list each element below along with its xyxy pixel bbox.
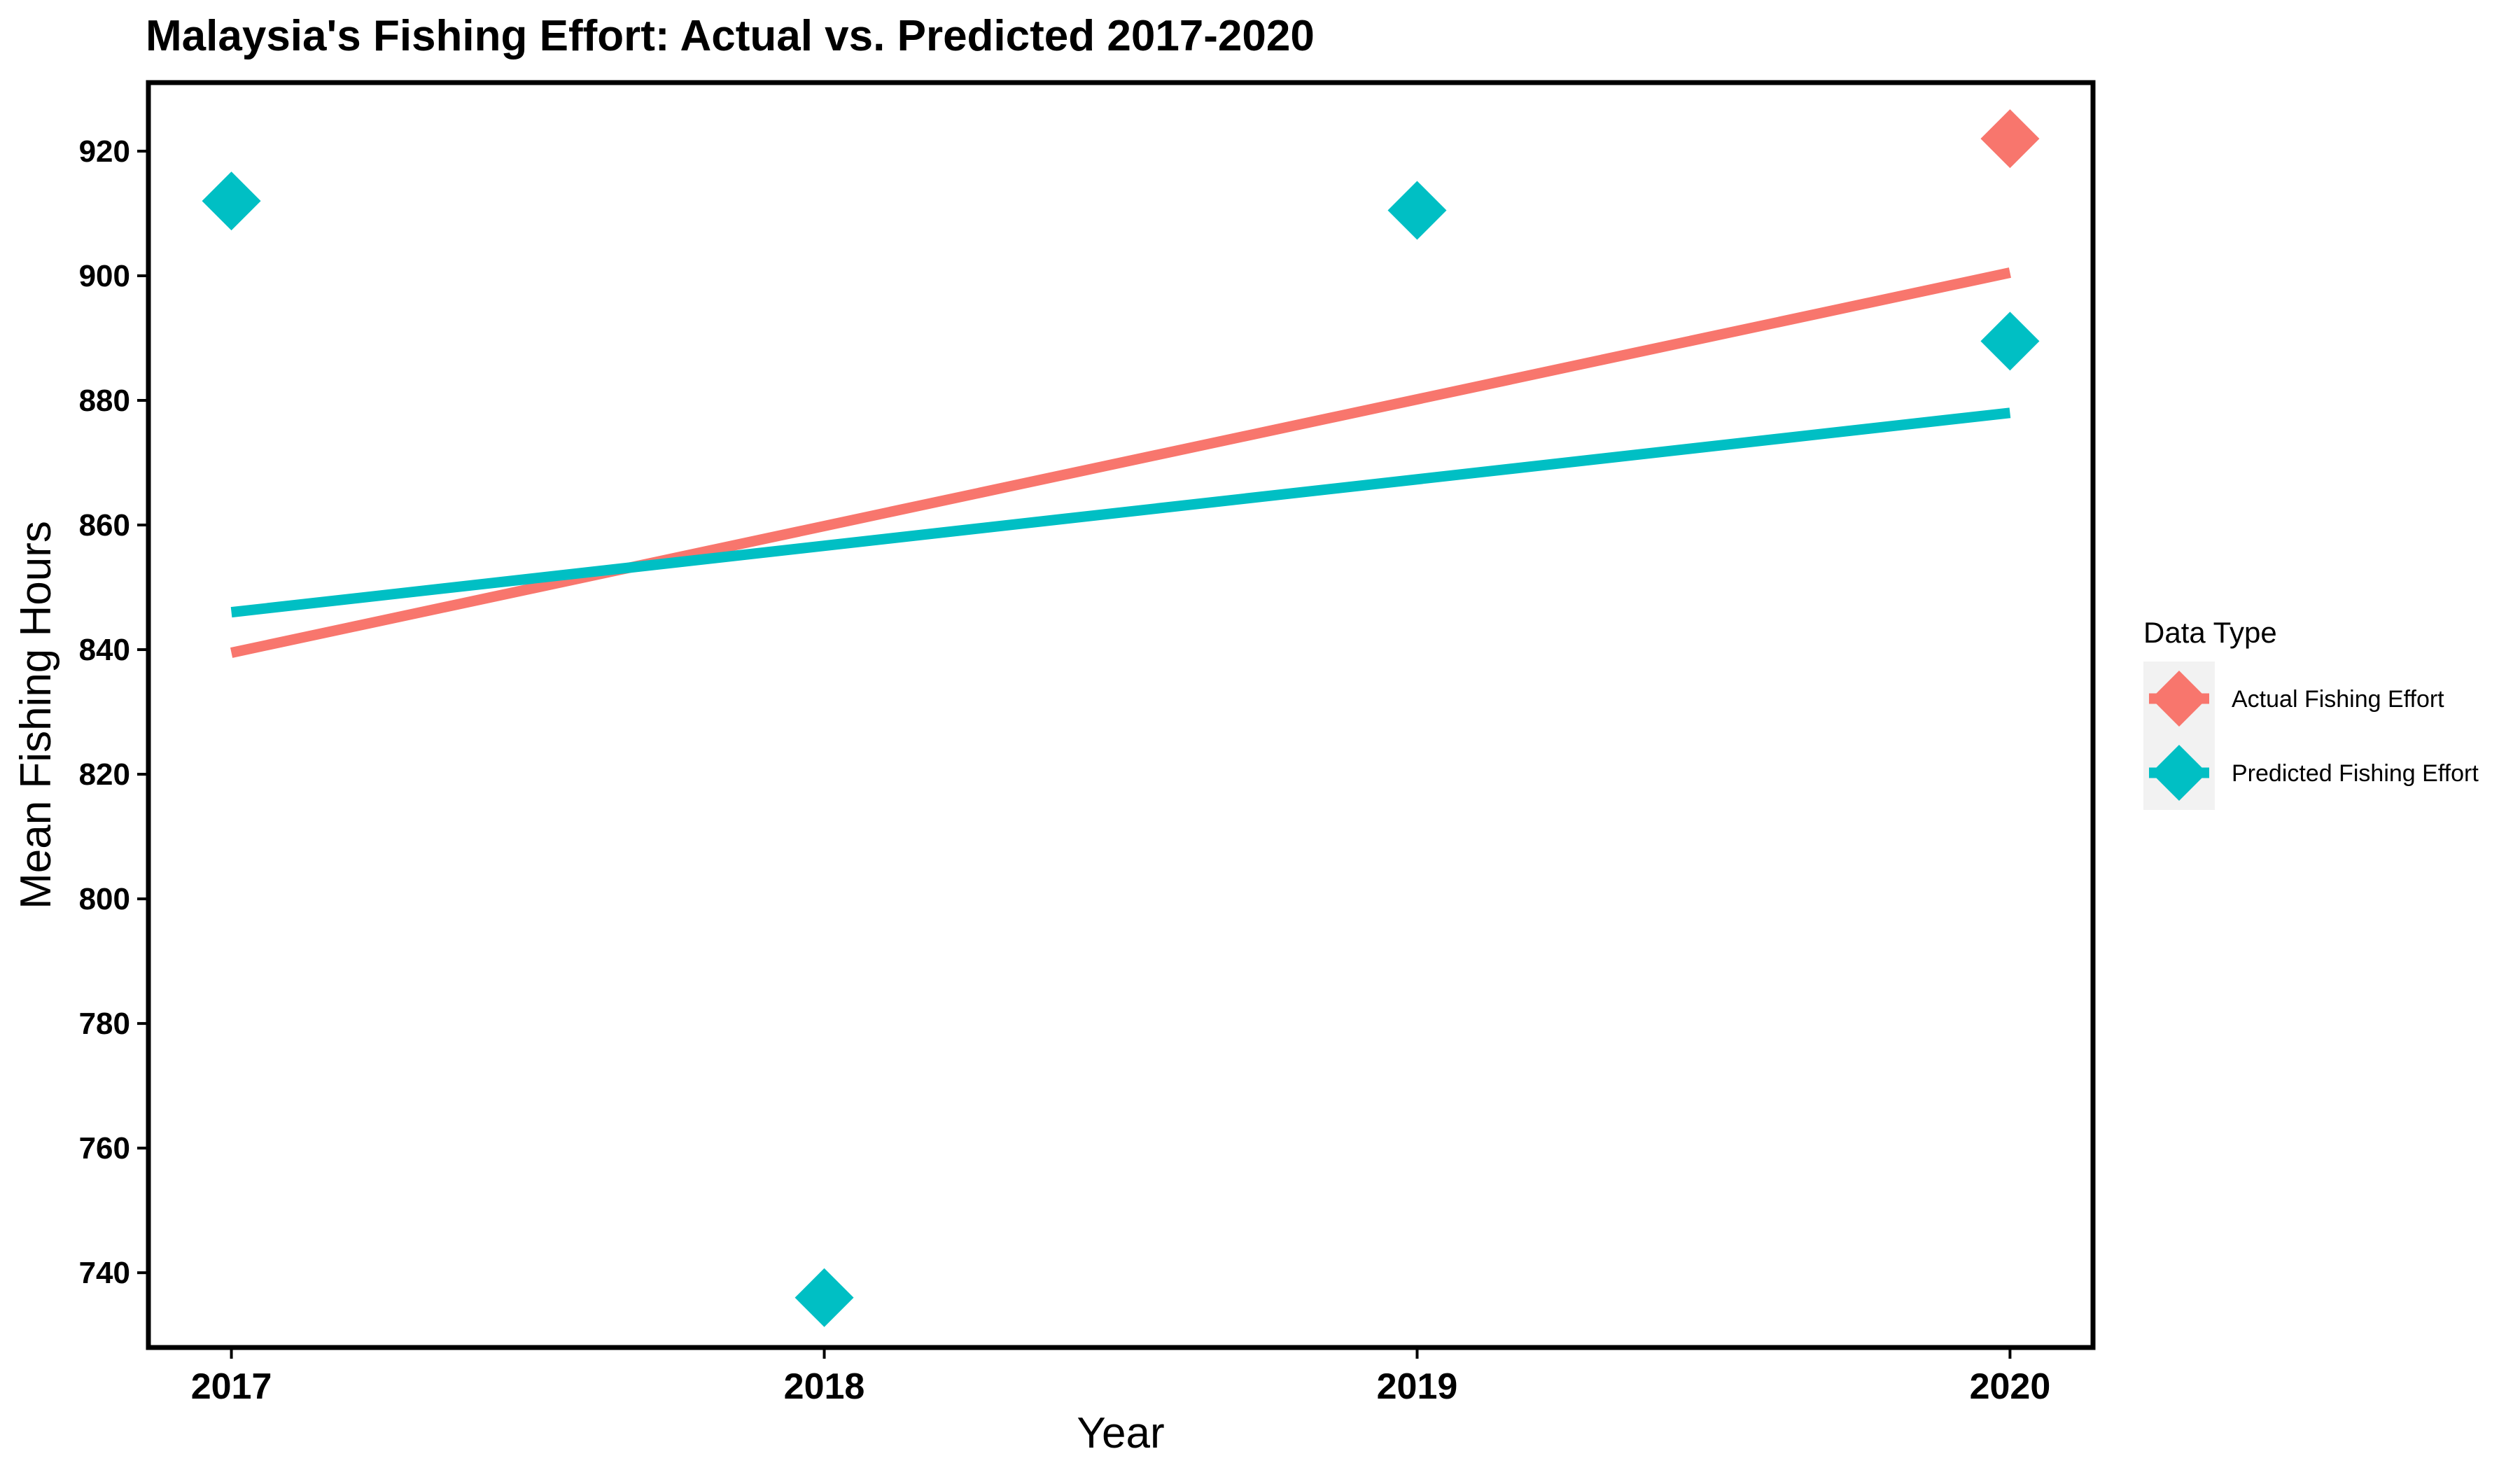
trend-line-0 <box>230 267 2011 658</box>
x-tick-label-1: 2018 <box>784 1366 865 1407</box>
y-tick-label-7: 880 <box>79 384 130 418</box>
y-tick-label-3: 800 <box>79 882 130 916</box>
data-point-0-0 <box>1980 109 2040 169</box>
y-tick-label-0: 740 <box>79 1256 130 1290</box>
x-tick-label-3: 2020 <box>1970 1366 2051 1407</box>
y-tick-label-1: 760 <box>79 1131 130 1166</box>
legend-label-0: Actual Fishing Effort <box>2232 686 2444 713</box>
plot-area: 740 760 780 800 820 840 860 880 900 920 2017 2018 20… <box>79 80 2096 1407</box>
y-tick-label-2: 780 <box>79 1007 130 1041</box>
legend: Data Type Actual Fishing Effort Predicted… <box>2143 616 2479 810</box>
data-point-1-0 <box>202 172 261 231</box>
chart-title: Malaysia's Fishing Effort: Actual vs. Pr… <box>146 12 1315 60</box>
trend-line-1 <box>230 407 2011 618</box>
legend-label-1: Predicted Fishing Effort <box>2232 760 2479 787</box>
legend-key-marker-0 <box>2151 671 2207 727</box>
legend-title: Data Type <box>2143 616 2277 649</box>
plot-border <box>146 80 2096 1350</box>
x-tick-label-2: 2019 <box>1377 1366 1458 1407</box>
y-tick-label-9: 920 <box>79 134 130 169</box>
data-point-1-1 <box>794 1268 854 1327</box>
y-tick-label-5: 840 <box>79 633 130 667</box>
x-axis-title: Year <box>1077 1409 1164 1457</box>
y-tick-label-8: 900 <box>79 259 130 293</box>
y-tick-label-4: 820 <box>79 757 130 792</box>
y-axis-title: Mean Fishing Hours <box>12 521 60 909</box>
x-tick-label-0: 2017 <box>191 1366 272 1407</box>
data-point-1-3 <box>1980 312 2040 371</box>
legend-key-marker-1 <box>2151 745 2207 801</box>
y-tick-label-6: 860 <box>79 508 130 542</box>
data-point-1-2 <box>1387 181 1447 240</box>
